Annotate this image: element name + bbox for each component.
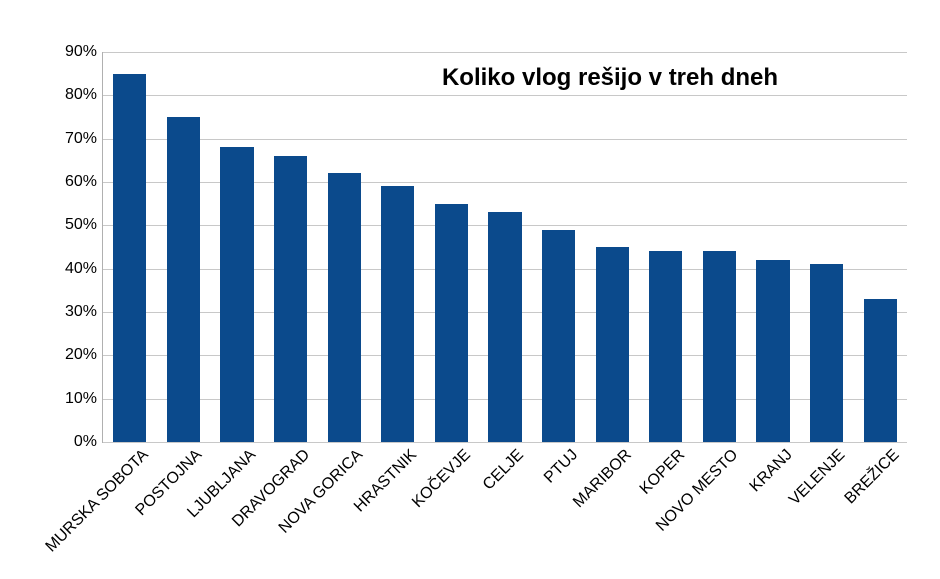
bar-chart: 0%10%20%30%40%50%60%70%80%90%MURSKA SOBO… <box>0 0 940 579</box>
ytick-label: 40% <box>65 260 103 278</box>
bar <box>435 204 468 442</box>
bar <box>703 251 736 442</box>
bar <box>810 264 843 442</box>
ytick-label: 20% <box>65 346 103 364</box>
bar <box>649 251 682 442</box>
ytick-label: 50% <box>65 216 103 234</box>
gridline <box>103 139 907 140</box>
bar <box>220 147 253 442</box>
bar <box>596 247 629 442</box>
bar <box>274 156 307 442</box>
ytick-label: 30% <box>65 303 103 321</box>
ytick-label: 0% <box>74 433 103 451</box>
xtick-label: VELENJE <box>782 442 849 509</box>
bar <box>864 299 897 442</box>
gridline <box>103 442 907 443</box>
ytick-label: 60% <box>65 173 103 191</box>
ytick-label: 80% <box>65 86 103 104</box>
bar <box>542 230 575 442</box>
xtick-label: BREŽICE <box>837 442 903 508</box>
chart-title: Koliko vlog rešijo v treh dneh <box>442 64 778 92</box>
bar <box>167 117 200 442</box>
gridline <box>103 52 907 53</box>
ytick-label: 90% <box>65 43 103 61</box>
xtick-label: PTUJ <box>536 442 581 487</box>
bar <box>328 173 361 442</box>
ytick-label: 70% <box>65 130 103 148</box>
bar <box>756 260 789 442</box>
plot-area: 0%10%20%30%40%50%60%70%80%90%MURSKA SOBO… <box>102 52 907 443</box>
xtick-label: CELJE <box>476 442 528 494</box>
ytick-label: 10% <box>65 390 103 408</box>
bar <box>488 212 521 442</box>
bar <box>381 186 414 442</box>
bar <box>113 74 146 442</box>
gridline <box>103 95 907 96</box>
